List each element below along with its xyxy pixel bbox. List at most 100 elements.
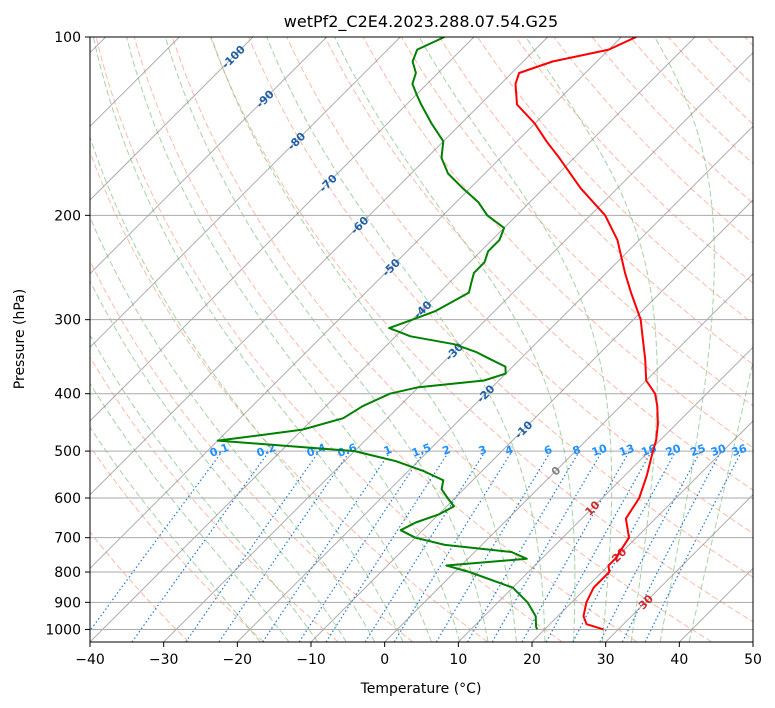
y-tick-label: 900 (54, 595, 81, 611)
isotherms (90, 37, 753, 642)
mixing-ratio-label: 6 (542, 443, 554, 458)
y-axis-label: Pressure (hPa) (12, 289, 28, 389)
moist-adiabat-line (688, 358, 753, 642)
moist-adiabat-line (210, 37, 517, 642)
dry-adiabat-line (90, 531, 190, 642)
y-tick-label: 400 (54, 387, 81, 403)
mixing-ratio-label: 2 (441, 443, 453, 458)
mixing-ratio-line (90, 450, 223, 632)
x-tick-label: 50 (744, 652, 762, 668)
dry-adiabat-line (90, 150, 488, 642)
mixing-ratio-label: 0.4 (305, 441, 328, 460)
plot-area: -100-90-80-70-60-50-40-30-20-10010203040… (90, 37, 753, 659)
chart-title: wetPf2_C2E4.2023.288.07.54.G25 (284, 12, 558, 32)
moist-adiabats (90, 37, 753, 642)
dry-adiabat-line (400, 37, 753, 407)
dry-adiabat-line (90, 445, 264, 642)
x-tick-label: 10 (449, 652, 467, 668)
y-tick-label: 100 (54, 30, 81, 46)
mixing-ratio-line (131, 450, 270, 642)
y-tick-label: 700 (54, 531, 81, 547)
isotherm-line (457, 346, 753, 642)
x-tick-label: 30 (597, 652, 615, 668)
mixing-ratio-line (218, 450, 351, 642)
mixing-ratio-label: 30 (709, 442, 728, 460)
mixing-ratio-label: 0.1 (208, 441, 231, 460)
y-tick-label: 200 (54, 208, 81, 224)
mixing-ratio-line (545, 450, 653, 642)
mixing-ratio-line (325, 450, 450, 642)
y-tick-label: 800 (54, 565, 81, 581)
mixing-ratio-label: 13 (617, 442, 636, 459)
pressure-gridlines (90, 37, 753, 630)
mixing-ratio-label: 36 (730, 442, 749, 460)
y-axis: 100 200 300 400 500 600 700 800 900 1000 (45, 30, 90, 638)
mixing-ratio-line (572, 450, 677, 642)
isotherm-line (384, 272, 753, 642)
mixing-ratio-label: 20 (664, 442, 683, 460)
x-tick-label: −40 (75, 652, 105, 668)
moist-adiabat-line (92, 37, 432, 642)
mixing-ratio-label: 25 (688, 442, 707, 459)
isotherm-line (310, 199, 753, 642)
mixing-ratio-lines (90, 450, 743, 642)
moist-adiabat-line (418, 37, 613, 642)
x-tick-label: 40 (670, 652, 688, 668)
isotherm-label: 40 (663, 639, 683, 659)
x-axis-label: Temperature (°C) (360, 681, 482, 697)
y-tick-label: 500 (54, 444, 81, 460)
y-tick-label: 600 (54, 491, 81, 507)
sounding-series (216, 37, 659, 631)
y-tick-label: 1000 (45, 622, 81, 638)
dry-adiabat-line (248, 37, 753, 578)
mixing-ratio-line (262, 450, 392, 642)
dry-adiabat-line (438, 37, 753, 366)
moist-adiabat-line (525, 37, 658, 642)
isotherm-line (90, 37, 254, 201)
moist-adiabat-line (90, 215, 376, 642)
isotherm-line (90, 37, 622, 570)
isotherm-line (605, 493, 753, 642)
dry-adiabat-line (95, 37, 563, 642)
moist-adiabat-line (266, 37, 546, 642)
mixing-ratio-labels: 0.1 0.2 0.4 0.6 1 1.5 2 3 4 6 8 10 13 16 20 25 30 36 (208, 441, 749, 460)
plot-frame (89, 36, 754, 643)
mixing-ratio-label: 1.5 (410, 441, 433, 460)
x-tick-label: −30 (149, 652, 179, 668)
isotherm-line (90, 37, 475, 422)
x-tick-label: −10 (296, 652, 326, 668)
temperature-line (514, 37, 659, 631)
mixing-ratio-line (393, 450, 513, 642)
isotherm-line (90, 37, 549, 496)
moist-adiabat-line (654, 37, 715, 642)
mixing-ratio-line (185, 450, 320, 642)
x-tick-label: −20 (223, 652, 253, 668)
mixing-ratio-line (644, 450, 743, 642)
moist-adiabat-line (334, 37, 576, 642)
mixing-ratio-label: 10 (590, 442, 609, 460)
isotherm-line (236, 125, 753, 642)
x-tick-label: 0 (380, 652, 389, 668)
x-axis: −40 −30 −20 −10 0 10 20 30 40 50 (75, 642, 762, 668)
isotherm-line (163, 51, 753, 642)
moist-adiabat-line (126, 37, 461, 642)
isotherm-line (90, 37, 696, 642)
dry-adiabat-line (515, 37, 753, 284)
moist-adiabat-line (164, 37, 489, 642)
mixing-ratio-label: 8 (571, 443, 583, 458)
y-tick-label: 300 (54, 313, 81, 329)
moist-adiabat-line (90, 334, 319, 642)
isotherm-line (90, 37, 401, 349)
moist-adiabat-line (90, 382, 290, 642)
dewpoint-line (216, 37, 539, 630)
dry-adiabat-line (210, 37, 753, 623)
mixing-ratio-label: 3 (477, 443, 489, 458)
x-tick-label: 20 (523, 652, 541, 668)
moist-adiabat-line (90, 426, 261, 642)
isotherm-line (531, 420, 753, 642)
mixing-ratio-label: 1 (382, 443, 394, 458)
mixing-ratio-label: 4 (503, 443, 515, 458)
dry-adiabat-line (90, 356, 339, 642)
